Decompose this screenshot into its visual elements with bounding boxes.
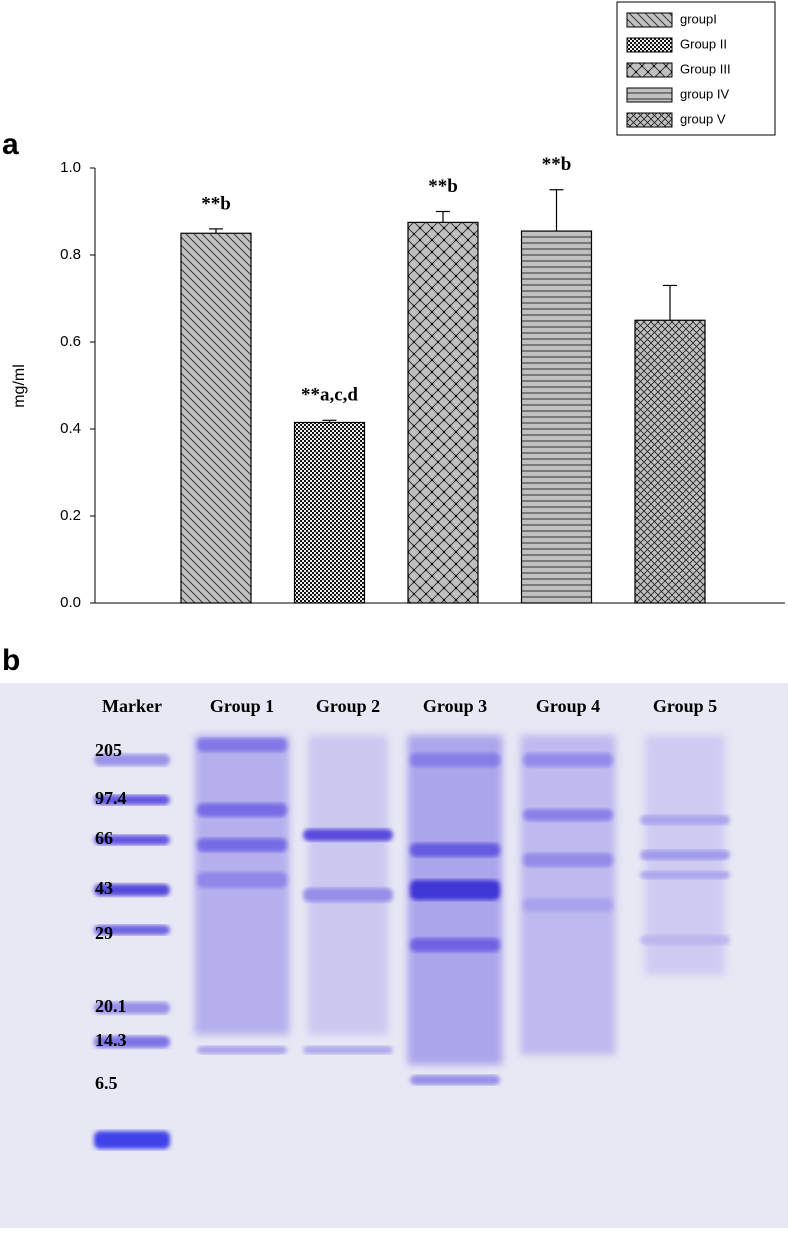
lane-label: Group 3 xyxy=(423,696,487,716)
gel-band xyxy=(640,815,730,825)
gel-band xyxy=(410,938,500,952)
error-bar xyxy=(209,228,223,234)
gel-band xyxy=(94,925,170,935)
lane-label: Group 2 xyxy=(316,696,380,716)
y-tick-label: 1.0 xyxy=(60,159,81,176)
gel-band xyxy=(410,1075,500,1085)
panel-label: a xyxy=(2,128,19,161)
annotation: **b xyxy=(542,154,572,175)
lane-label: Group 5 xyxy=(653,696,717,716)
marker-label: 14.3 xyxy=(95,1030,127,1050)
gel-band xyxy=(94,1002,170,1014)
gel-band xyxy=(94,884,170,896)
gel-image: Marker Group 1 Group 2 Group 3 Group 4 Group … xyxy=(0,683,788,1228)
gel-band xyxy=(197,738,287,752)
gel-band xyxy=(303,888,393,902)
gel-band xyxy=(640,935,730,945)
gel-band xyxy=(94,795,170,805)
bar xyxy=(180,232,252,604)
gel-band xyxy=(94,1036,170,1048)
legend-label: group V xyxy=(680,111,726,126)
bar xyxy=(407,221,479,604)
lane-smear xyxy=(308,735,388,1035)
marker-label: 20.1 xyxy=(95,996,127,1016)
gel-band xyxy=(410,753,500,767)
error-bar xyxy=(436,210,450,223)
gel-band xyxy=(94,754,170,766)
y-tick-label: 0.0 xyxy=(60,594,81,611)
legend-label: Group II xyxy=(680,36,727,51)
marker-label: 29 xyxy=(95,923,113,943)
bar xyxy=(520,230,593,604)
gel-band xyxy=(523,853,613,867)
gel-band xyxy=(523,809,613,821)
gel-band xyxy=(197,1046,287,1054)
y-tick-label: 0.6 xyxy=(60,333,81,350)
legend-swatch xyxy=(626,112,673,128)
y-tick-label: 0.8 xyxy=(60,246,81,263)
bar xyxy=(293,421,366,604)
gel-band xyxy=(94,835,170,845)
lane-label: Group 4 xyxy=(536,696,600,716)
gel-band xyxy=(523,753,613,767)
annotation: **b xyxy=(201,193,231,214)
legend-swatch xyxy=(626,12,673,28)
y-tick-label: 0.2 xyxy=(60,507,81,524)
error-bar xyxy=(663,284,677,321)
panel-label: b xyxy=(2,644,20,677)
gel-band xyxy=(197,872,287,888)
y-tick-label: 0.4 xyxy=(60,420,81,437)
legend-label: Group III xyxy=(680,61,731,76)
legend-swatch xyxy=(626,62,673,78)
annotation: **b xyxy=(428,176,458,197)
y-axis-label: mg/ml xyxy=(11,364,28,408)
lane-label: Marker xyxy=(102,696,162,716)
gel-band xyxy=(410,843,500,857)
gel-band xyxy=(640,871,730,879)
marker-label: 205 xyxy=(95,740,122,760)
gel-band xyxy=(410,880,500,900)
legend-swatch xyxy=(626,87,673,103)
lane-label: Group 1 xyxy=(210,696,274,716)
lane-smear xyxy=(520,735,616,1055)
error-bar xyxy=(322,419,337,423)
legend-label: groupI xyxy=(680,11,717,26)
marker-label: 97.4 xyxy=(95,788,127,808)
legend-swatch xyxy=(626,37,673,53)
gel-band xyxy=(303,1046,393,1054)
gel-band xyxy=(94,1131,170,1149)
gel-band xyxy=(640,850,730,860)
legend-label: group IV xyxy=(680,86,729,101)
error-bar xyxy=(549,189,564,232)
annotation: **a,c,d xyxy=(301,385,358,406)
gel-band xyxy=(523,898,613,912)
gel-band xyxy=(197,803,287,817)
gel-band xyxy=(303,829,393,841)
gel-band xyxy=(197,838,287,852)
marker-label: 6.5 xyxy=(95,1073,118,1093)
marker-label: 43 xyxy=(95,878,113,898)
marker-label: 66 xyxy=(95,828,113,848)
bar xyxy=(634,319,706,604)
